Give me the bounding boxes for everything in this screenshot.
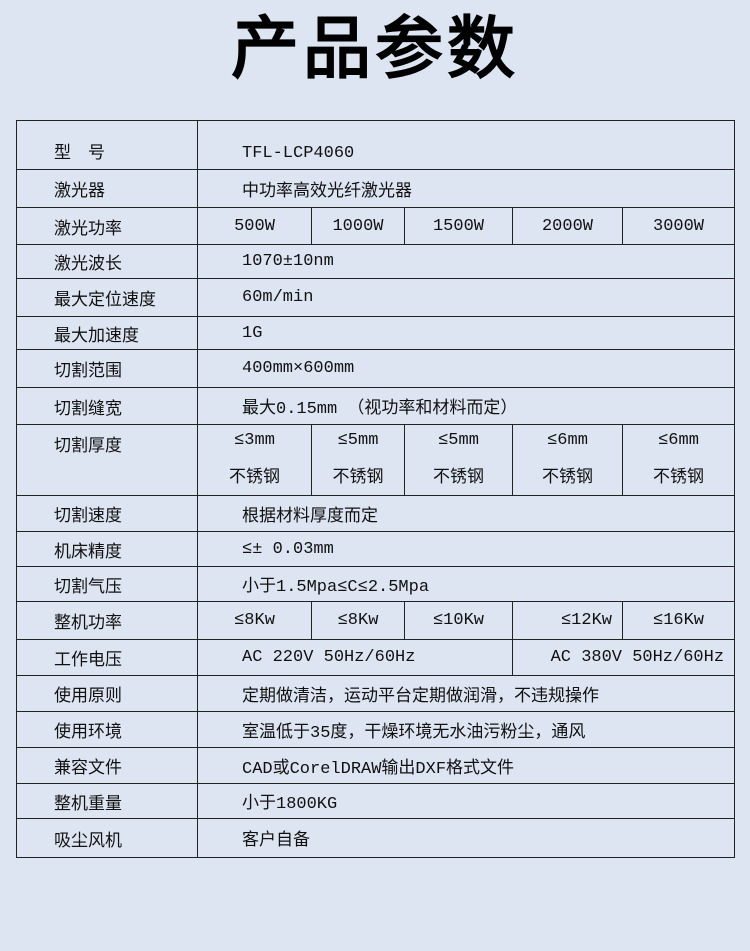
- spec-value: 400mm×600mm: [196, 349, 736, 388]
- spec-row: 机床精度 ≤± 0.03mm: [16, 531, 736, 567]
- spec-label: 兼容文件: [16, 747, 198, 784]
- spec-label: 吸尘风机: [16, 818, 198, 858]
- spec-row: 激光器 中功率高效光纤激光器: [16, 169, 736, 208]
- spec-label: 工作电压: [16, 639, 198, 676]
- spec-value: 根据材料厚度而定: [196, 495, 736, 532]
- spec-label: 激光器: [16, 169, 198, 208]
- spec-value: 最大0.15mm （视功率和材料而定）: [196, 387, 736, 425]
- spec-row: 使用环境 室温低于35度，干燥环境无水油污粉尘，通风: [16, 711, 736, 748]
- spec-row: 切割缝宽 最大0.15mm （视功率和材料而定）: [16, 387, 736, 425]
- spec-value: ≤12Kw: [512, 601, 623, 640]
- spec-label: 使用环境: [16, 711, 198, 748]
- spec-row: 兼容文件 CAD或CorelDRAW输出DXF格式文件: [16, 747, 736, 784]
- spec-label: 切割气压: [16, 566, 198, 602]
- thickness-value: ≤5mm: [438, 431, 479, 450]
- spec-value: 500W: [197, 207, 312, 245]
- thickness-value: ≤6mm: [658, 431, 699, 450]
- spec-label: 激光功率: [16, 207, 198, 245]
- spec-value: 小于1.5Mpa≤C≤2.5Mpa: [196, 566, 736, 602]
- spec-value-cell: ≤3mm 不锈钢: [197, 424, 312, 496]
- thickness-value: ≤3mm: [234, 431, 275, 450]
- spec-label: 最大加速度: [16, 316, 198, 350]
- spec-value: ≤8Kw: [311, 601, 405, 640]
- spec-value: CAD或CorelDRAW输出DXF格式文件: [196, 747, 736, 784]
- spec-value: 60m/min: [196, 278, 736, 317]
- spec-value: TFL-LCP4060: [196, 120, 736, 170]
- spec-row: 激光波长 1070±10nm: [16, 244, 736, 279]
- spec-value: ≤8Kw: [197, 601, 312, 640]
- spec-row: 整机功率 ≤8Kw ≤8Kw ≤10Kw ≤12Kw ≤16Kw: [16, 601, 736, 640]
- spec-row: 切割范围 400mm×600mm: [16, 349, 736, 388]
- spec-value-cell: ≤6mm 不锈钢: [621, 424, 736, 496]
- page-title: 产品参数: [230, 10, 519, 89]
- spec-label: 切割厚度: [16, 424, 198, 496]
- spec-label: 切割缝宽: [16, 387, 198, 425]
- material-value: 不锈钢: [653, 469, 705, 488]
- spec-label: 整机功率: [16, 601, 198, 640]
- spec-label: 切割范围: [16, 349, 198, 388]
- spec-table: 型 号 TFL-LCP4060 激光器 中功率高效光纤激光器 激光功率 500W 1000W…: [16, 120, 736, 858]
- spec-row: 激光功率 500W 1000W 1500W 2000W 3000W: [16, 207, 736, 245]
- spec-row: 吸尘风机 客户自备: [16, 818, 736, 858]
- spec-label: 最大定位速度: [16, 278, 198, 317]
- spec-value: AC 380V 50Hz/60Hz: [511, 639, 736, 676]
- spec-row: 最大加速度 1G: [16, 316, 736, 350]
- spec-row: 整机重量 小于1800KG: [16, 783, 736, 819]
- thickness-value: ≤6mm: [547, 431, 588, 450]
- spec-label: 整机重量: [16, 783, 198, 819]
- spec-value-cell: ≤5mm 不锈钢: [311, 424, 405, 496]
- spec-value: 1G: [196, 316, 736, 350]
- spec-label: 机床精度: [16, 531, 198, 567]
- spec-value: 2000W: [512, 207, 623, 245]
- spec-row: 最大定位速度 60m/min: [16, 278, 736, 317]
- spec-value: ≤10Kw: [404, 601, 513, 640]
- spec-value: 客户自备: [196, 818, 736, 858]
- spec-label: 型 号: [16, 120, 198, 170]
- spec-row: 工作电压 AC 220V 50Hz/60Hz AC 380V 50Hz/60Hz: [16, 639, 736, 676]
- spec-value: ≤± 0.03mm: [196, 531, 736, 567]
- spec-value-cell: ≤5mm 不锈钢: [404, 424, 513, 496]
- spec-row: 型 号 TFL-LCP4060: [16, 120, 736, 170]
- spec-value: 1000W: [311, 207, 405, 245]
- spec-value: 定期做清洁，运动平台定期做润滑，不违规操作: [196, 675, 736, 712]
- spec-value: ≤16Kw: [621, 601, 736, 640]
- spec-value: 1500W: [404, 207, 513, 245]
- spec-label: 切割速度: [16, 495, 198, 532]
- material-value: 不锈钢: [542, 469, 593, 488]
- thickness-value: ≤5mm: [337, 431, 379, 450]
- material-value: 不锈钢: [332, 469, 384, 488]
- spec-value: 1070±10nm: [196, 244, 736, 279]
- spec-label: 激光波长: [16, 244, 198, 279]
- spec-value: AC 220V 50Hz/60Hz: [197, 639, 513, 676]
- spec-row: 切割气压 小于1.5Mpa≤C≤2.5Mpa: [16, 566, 736, 602]
- spec-row: 切割速度 根据材料厚度而定: [16, 495, 736, 532]
- spec-value: 小于1800KG: [196, 783, 736, 819]
- spec-row: 切割厚度 ≤3mm 不锈钢 ≤5mm 不锈钢 ≤5mm 不锈钢 ≤6mm 不锈钢 ≤6mm 不锈钢: [16, 424, 736, 496]
- spec-value-cell: ≤6mm 不锈钢: [512, 424, 623, 496]
- spec-value: 中功率高效光纤激光器: [196, 169, 736, 208]
- spec-value: 室温低于35度，干燥环境无水油污粉尘，通风: [196, 711, 736, 748]
- material-value: 不锈钢: [229, 469, 280, 488]
- spec-label: 使用原则: [16, 675, 198, 712]
- spec-value: 3000W: [621, 207, 736, 245]
- spec-row: 使用原则 定期做清洁，运动平台定期做润滑，不违规操作: [16, 675, 736, 712]
- material-value: 不锈钢: [433, 469, 484, 488]
